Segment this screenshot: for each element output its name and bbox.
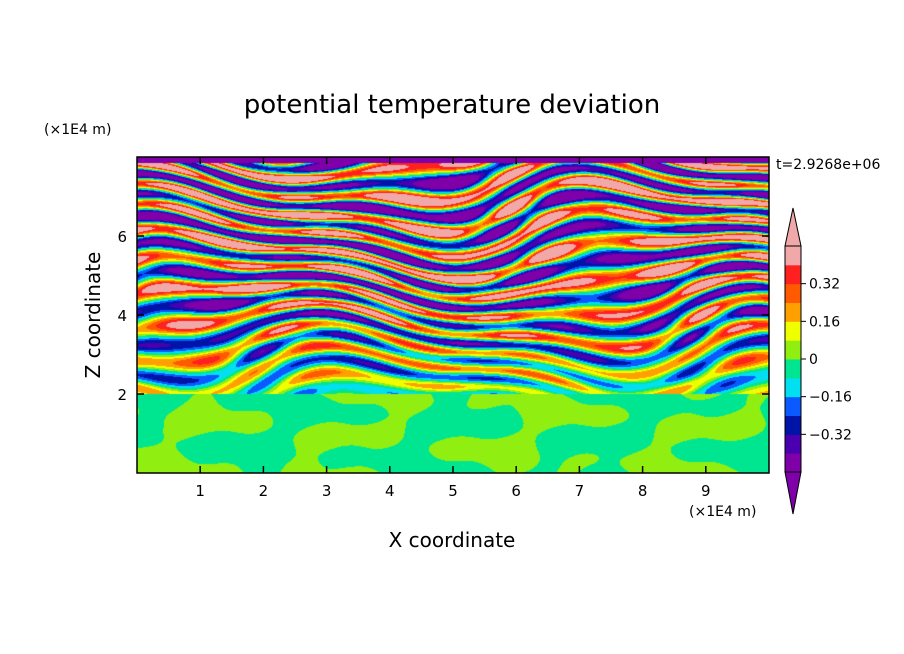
x-tick-label: 4 xyxy=(385,482,395,500)
x-tick-label: 1 xyxy=(195,482,205,500)
y-axis: 2 4 6 xyxy=(117,228,769,404)
colorbar-segment xyxy=(785,302,801,322)
colorbar-segment xyxy=(785,377,801,398)
colorbar-segment xyxy=(785,453,801,473)
y-unit-label: (×1E4 m) xyxy=(44,122,111,138)
x-tick-label: 3 xyxy=(322,482,332,500)
y-tick-label: 2 xyxy=(117,386,127,404)
x-axis-label: X coordinate xyxy=(389,528,516,552)
colorbar-extend-max xyxy=(784,207,802,247)
colorbar-tick-label: −0.32 xyxy=(809,427,852,443)
colorbar-segment xyxy=(785,396,801,416)
x-tick-label: 7 xyxy=(575,482,585,500)
colorbar-tick-label: −0.16 xyxy=(809,390,852,406)
contour-field xyxy=(137,157,769,473)
x-tick-label: 2 xyxy=(259,482,269,500)
colorbar-tick-label: 0.32 xyxy=(809,277,840,293)
time-label: t=2.9268e+06 xyxy=(776,157,880,173)
colorbar-segment xyxy=(785,321,801,341)
colorbar-segment xyxy=(785,264,801,285)
x-tick-label: 6 xyxy=(511,482,521,500)
colorbar-segment xyxy=(785,340,801,360)
colorbar-segment xyxy=(785,283,801,303)
contour-raster xyxy=(137,157,769,473)
y-tick-label: 4 xyxy=(117,307,127,325)
colorbar-segment xyxy=(785,434,801,454)
y-tick-label: 6 xyxy=(117,228,127,246)
colorbar-segment xyxy=(785,246,801,266)
x-unit-label: (×1E4 m) xyxy=(689,504,756,520)
chart-title: potential temperature deviation xyxy=(244,90,660,120)
colorbar-tick-label: 0.16 xyxy=(809,314,840,330)
colorbar-tick-label: 0 xyxy=(809,352,818,368)
y-axis-label: Z coordinate xyxy=(81,252,105,379)
x-tick-label: 8 xyxy=(638,482,648,500)
colorbar-segment xyxy=(785,359,801,379)
x-tick-label: 5 xyxy=(448,482,458,500)
colorbar: 0.32 0.16 0 −0.16 −0.32 xyxy=(784,207,852,515)
x-tick-label: 9 xyxy=(701,482,711,500)
x-axis: 1 2 3 4 5 6 7 8 9 xyxy=(195,157,711,500)
colorbar-segment xyxy=(785,415,801,435)
colorbar-extend-min xyxy=(784,471,802,515)
